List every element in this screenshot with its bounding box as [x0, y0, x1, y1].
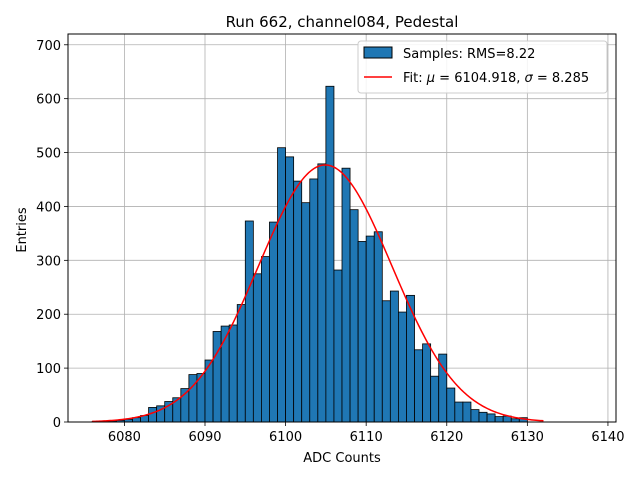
x-tick-label: 6090 [188, 430, 221, 445]
legend-fit-label: Fit: μ = 6104.918, σ = 8.285 [403, 71, 589, 86]
legend-fit-mu-symbol: μ [426, 71, 435, 86]
histogram-bar [269, 221, 278, 423]
histogram-bar [430, 375, 440, 423]
y-axis-label: Entries [15, 207, 30, 253]
x-tick-label: 6100 [269, 430, 302, 445]
y-tick-label: 700 [36, 39, 61, 54]
histogram-bar [478, 411, 488, 423]
chart-title: Run 662, channel084, Pedestal [226, 13, 459, 31]
x-tick-label: 6110 [350, 430, 383, 445]
histogram-bar [470, 409, 480, 423]
y-tick-label: 200 [36, 308, 61, 323]
histogram-bar [349, 209, 359, 423]
histogram-bar [333, 269, 343, 423]
histogram-bar [398, 311, 407, 423]
legend-fit-mid: = 6104.918, [435, 71, 524, 86]
histogram-bar [293, 180, 303, 423]
histogram-bar [357, 241, 367, 423]
x-tick-label: 6140 [591, 430, 624, 445]
histogram-bar [422, 343, 432, 423]
x-axis-label: ADC Counts [303, 451, 381, 466]
histogram-bar [373, 231, 383, 423]
legend-fit-suffix: = 8.285 [533, 71, 589, 86]
histogram-bar [462, 401, 472, 423]
histogram-bar [244, 220, 254, 423]
y-tick-label: 300 [36, 254, 61, 269]
y-tick-label: 500 [36, 147, 61, 162]
grid-lines [68, 34, 616, 423]
x-tick-label: 6080 [108, 430, 141, 445]
histogram-bar [261, 256, 270, 423]
histogram-bar [381, 300, 391, 423]
histogram-bar [148, 407, 158, 423]
histogram-bar [317, 163, 327, 423]
legend: Samples: RMS=8.22 Fit: μ = 6104.918, σ =… [357, 40, 608, 94]
x-axis-ticks: 6080 6090 6100 6110 6120 6130 6140 [108, 422, 624, 445]
legend-samples-label: Samples: RMS=8.22 [403, 47, 535, 62]
x-tick-label: 6120 [430, 430, 463, 445]
histogram-bar [309, 178, 319, 423]
plot-frame [67, 33, 617, 423]
histogram-bar [277, 147, 286, 423]
histogram-bar [325, 85, 335, 423]
fit-curve-layer [92, 164, 544, 423]
y-axis-ticks: 0 100 200 300 400 500 600 700 [36, 39, 68, 431]
y-tick-label: 0 [53, 416, 61, 431]
histogram-bar [228, 324, 238, 423]
histogram-bar [220, 325, 230, 423]
histogram-bar [494, 416, 504, 423]
histogram-bars [91, 85, 528, 423]
histogram-bar [414, 349, 423, 423]
histogram-bar [252, 273, 262, 423]
histogram-bar [301, 202, 311, 423]
y-tick-label: 600 [36, 93, 61, 108]
legend-box [357, 40, 608, 94]
histogram-bar [389, 290, 399, 423]
histogram-bar [212, 331, 222, 423]
gaussian-fit-line [92, 164, 544, 423]
y-tick-label: 400 [36, 200, 61, 215]
histogram-bar [236, 304, 246, 423]
legend-samples-swatch [363, 46, 393, 59]
x-tick-label: 6130 [511, 430, 544, 445]
histogram-bar [365, 235, 375, 423]
legend-fit-prefix: Fit: [403, 71, 427, 86]
legend-fit-sigma-symbol: σ [525, 71, 534, 86]
histogram-bar [285, 156, 295, 423]
histogram-bar [341, 167, 351, 423]
histogram-bar [454, 401, 464, 423]
y-tick-label: 100 [36, 362, 61, 377]
histogram-bar [486, 413, 496, 423]
histogram-bar [446, 387, 456, 423]
